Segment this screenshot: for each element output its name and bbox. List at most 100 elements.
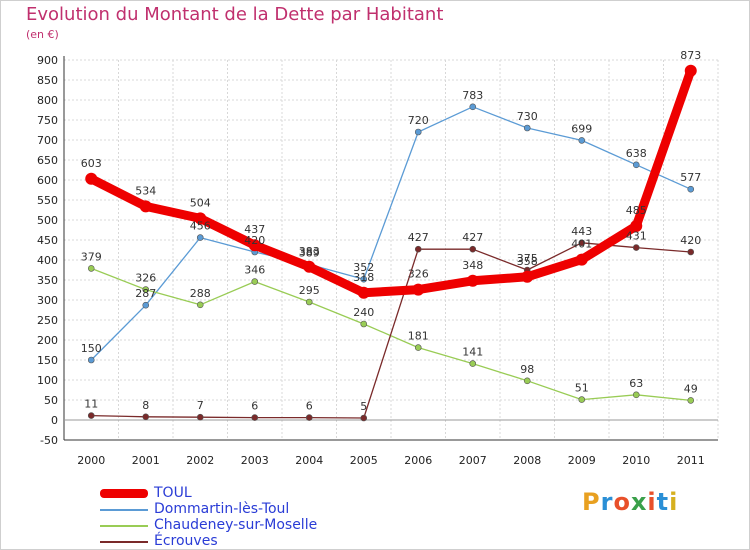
data-label-dommartin: 699 [571, 122, 592, 135]
y-tick-label: 500 [37, 214, 58, 227]
data-point-chaudeney [87, 265, 95, 272]
data-point-ecrouves [305, 414, 313, 421]
legend-swatch-dommartin [100, 509, 148, 511]
data-point-chaudeney [196, 301, 204, 309]
data-point-ecrouves [578, 239, 586, 247]
y-tick-label: 550 [37, 194, 58, 207]
data-label-chaudeney: 240 [353, 306, 374, 319]
data-point-toul [684, 64, 697, 77]
x-tick-label: 2008 [513, 454, 541, 467]
data-label-dommartin: 783 [462, 89, 483, 102]
y-tick-label: 300 [37, 294, 58, 307]
data-point-chaudeney [578, 396, 586, 403]
data-label-ecrouves: 6 [306, 400, 313, 413]
x-tick-label: 2004 [295, 454, 323, 467]
data-label-dommartin: 420 [244, 234, 265, 247]
data-label-toul: 873 [680, 49, 701, 62]
data-label-ecrouves: 8 [142, 399, 149, 412]
x-tick-label: 2011 [677, 454, 705, 467]
data-point-dommartin [360, 275, 368, 283]
y-tick-label: 700 [37, 134, 58, 147]
data-point-chaudeney [305, 298, 313, 306]
data-label-toul: 437 [244, 223, 265, 236]
legend-swatch-chaudeney [100, 525, 148, 527]
logo-letter: o [613, 488, 631, 516]
data-label-dommartin: 287 [135, 287, 156, 300]
y-tick-label: 350 [37, 274, 58, 287]
chart-title: Evolution du Montant de la Dette par Hab… [26, 4, 444, 25]
data-label-dommartin: 720 [408, 114, 429, 127]
legend-item-chaudeney: Chaudeney-sur-Moselle [100, 517, 420, 534]
x-tick-label: 2001 [132, 454, 160, 467]
data-label-dommartin: 577 [680, 171, 701, 184]
data-point-chaudeney [469, 360, 477, 367]
data-point-dommartin [142, 301, 150, 309]
logo-letter: r [600, 488, 614, 516]
data-label-chaudeney: 49 [684, 382, 698, 395]
data-point-dommartin [469, 103, 477, 111]
data-label-toul: 534 [135, 184, 156, 197]
data-point-ecrouves [469, 245, 477, 253]
logo-letter: t [656, 488, 670, 516]
data-point-toul [303, 260, 316, 273]
data-label-toul: 504 [190, 196, 211, 209]
data-point-ecrouves [251, 414, 259, 421]
y-tick-label: 800 [37, 94, 58, 107]
data-label-chaudeney: 141 [462, 346, 483, 359]
data-point-dommartin [632, 161, 640, 169]
logo-letter: x [630, 488, 648, 516]
logo-letter: P [582, 488, 601, 516]
y-tick-label: 450 [37, 234, 58, 247]
data-point-toul [85, 172, 98, 185]
data-label-chaudeney: 98 [520, 363, 534, 376]
data-point-chaudeney [523, 377, 531, 385]
x-tick-label: 2005 [350, 454, 378, 467]
data-point-toul [575, 253, 588, 266]
data-label-dommartin: 389 [299, 246, 320, 259]
legend-swatch-ecrouves [100, 541, 148, 543]
legend-label-toul: TOUL [154, 485, 192, 501]
y-tick-label: 100 [37, 374, 58, 387]
series-line-ecrouves [90, 242, 692, 419]
data-label-toul: 383 [299, 245, 320, 258]
y-tick-label: 850 [37, 74, 58, 87]
series-line-toul [86, 66, 696, 298]
y-tick-label: 150 [37, 354, 58, 367]
legend: TOUL Dommartin-lès-Toul Chaudeney-sur-Mo… [100, 485, 420, 550]
data-label-toul: 318 [353, 271, 374, 284]
data-point-toul [412, 283, 425, 296]
y-tick-label: -50 [40, 434, 58, 447]
data-label-ecrouves: 375 [517, 252, 538, 265]
data-label-ecrouves: 431 [626, 230, 647, 243]
data-label-dommartin: 456 [190, 220, 211, 233]
x-tick-label: 2000 [77, 454, 105, 467]
y-tick-label: 0 [51, 414, 58, 427]
legend-item-dommartin: Dommartin-lès-Toul [100, 501, 420, 518]
data-label-ecrouves: 427 [408, 231, 429, 244]
data-point-dommartin [196, 234, 204, 241]
y-tick-label: 900 [37, 54, 58, 67]
data-label-toul: 485 [626, 204, 647, 217]
data-point-ecrouves [632, 244, 640, 251]
data-label-toul: 401 [571, 238, 592, 251]
data-label-ecrouves: 443 [571, 225, 592, 238]
data-label-ecrouves: 427 [462, 231, 483, 244]
legend-label-ecrouves: Écrouves [154, 533, 218, 549]
data-label-toul: 326 [408, 268, 429, 281]
legend-label-chaudeney: Chaudeney-sur-Moselle [154, 517, 318, 533]
data-label-chaudeney: 379 [81, 250, 102, 263]
data-label-ecrouves: 6 [251, 400, 258, 413]
data-label-dommartin: 352 [353, 261, 374, 274]
legend-swatch-toul [100, 489, 148, 498]
legend-label-dommartin: Dommartin-lès-Toul [154, 501, 290, 517]
data-point-dommartin [578, 137, 586, 144]
y-tick-label: 50 [44, 394, 58, 407]
data-label-dommartin: 150 [81, 342, 102, 355]
data-label-chaudeney: 63 [629, 377, 643, 390]
logo-letter: i [669, 488, 679, 516]
data-point-ecrouves [414, 245, 422, 253]
data-label-ecrouves: 11 [84, 398, 98, 411]
data-point-ecrouves [196, 413, 204, 421]
data-label-ecrouves: 5 [360, 400, 367, 413]
